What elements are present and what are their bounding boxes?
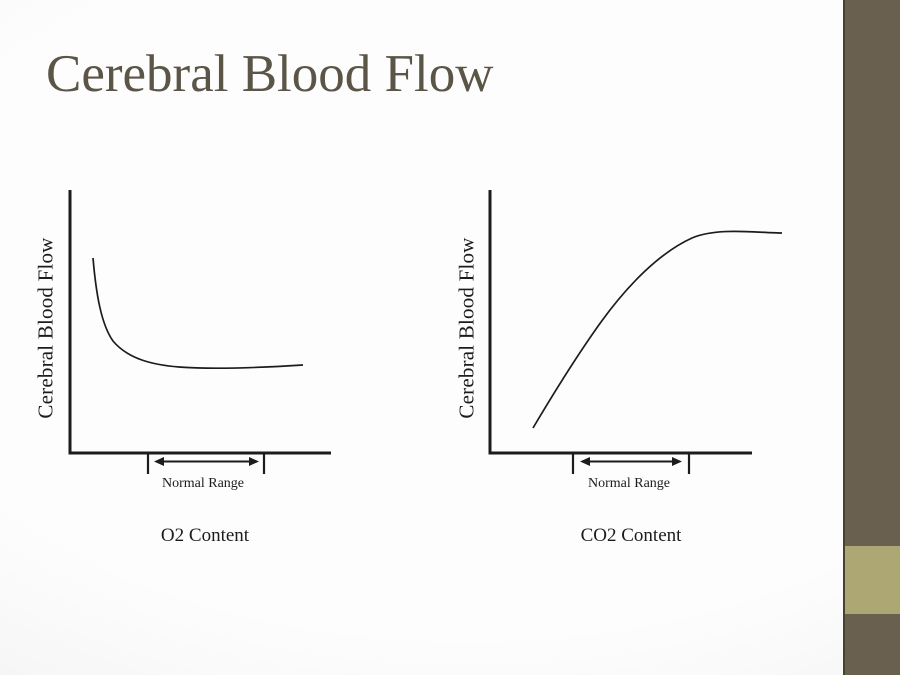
slide-theme-sidebar-accent-band xyxy=(845,546,900,614)
co2-normal-range-arrow xyxy=(580,457,682,466)
co2-chart-plot xyxy=(488,190,783,474)
co2-x-axis-label: CO2 Content xyxy=(580,525,682,546)
slide-title: Cerebral Blood Flow xyxy=(46,45,494,103)
co2-y-axis-label: Cerebral Blood Flow xyxy=(454,237,479,419)
o2-normal-range-label: Normal Range xyxy=(161,476,245,491)
o2-x-axis-label: O2 Content xyxy=(160,525,250,546)
co2-normal-range-label: Normal Range xyxy=(587,476,671,491)
o2-chart-plot xyxy=(68,190,331,474)
o2-cbf-curve xyxy=(92,257,304,370)
slide-theme-sidebar xyxy=(843,0,900,675)
o2-y-axis-label: Cerebral Blood Flow xyxy=(33,237,58,419)
o2-normal-range-arrow xyxy=(154,457,259,466)
co2-cbf-curve xyxy=(532,230,783,429)
